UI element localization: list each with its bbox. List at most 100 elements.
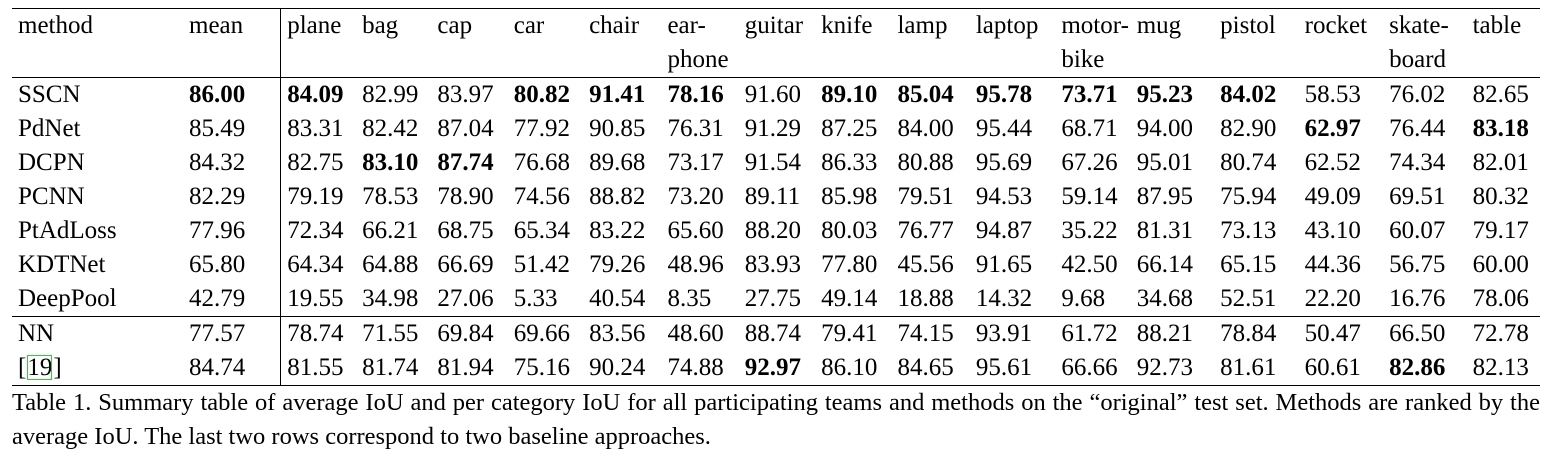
value-cell-skateboard: 56.75	[1389, 251, 1446, 278]
value-cell-mug: 34.68	[1136, 285, 1193, 312]
value-cell-rocket: 49.09	[1304, 183, 1361, 210]
value-cell-table: 78.06	[1472, 285, 1529, 312]
column-header-cap: cap	[431, 9, 507, 78]
column-header-mean: mean	[183, 8, 282, 78]
teams-group: SSCN 86.00 84.09 82.99 83.97 80.82 91.41 78.16 9…	[12, 77, 1540, 317]
column-header-line: rocket	[1304, 12, 1368, 39]
baselines-group: NN 77.57 78.74 71.55 69.84 69.66 83.56 48.60 88.…	[12, 316, 1540, 386]
column-header-earphone: ear-phone	[661, 9, 738, 78]
value-cell-bag: 66.21	[362, 217, 419, 244]
value-cell-guitar: 91.60	[744, 81, 802, 108]
value-cell-plane: 19.55	[287, 285, 344, 312]
value-cell-earphone: 73.20	[667, 183, 724, 210]
value-cell-car: 51.42	[513, 251, 570, 278]
method-cell: KDTNet	[18, 251, 106, 278]
value-cell-pistol: 80.74	[1220, 149, 1277, 176]
value-cell-motorbike: 42.50	[1061, 251, 1118, 278]
value-cell-knife: 86.10	[821, 354, 878, 381]
column-header-method: method	[12, 9, 183, 78]
value-cell-earphone: 48.96	[667, 251, 724, 278]
value-cell-plane: 72.34	[287, 217, 344, 244]
value-cell-laptop: 91.65	[975, 251, 1033, 278]
value-cell-knife: 49.14	[821, 285, 878, 312]
value-cell-plane: 78.74	[287, 320, 344, 347]
column-header-skateboard: skate-board	[1383, 9, 1466, 78]
value-cell-car: 76.68	[513, 149, 570, 176]
value-cell-motorbike: 35.22	[1061, 217, 1118, 244]
value-cell-mean: 86.00	[183, 77, 282, 112]
value-cell-skateboard: 60.07	[1389, 217, 1446, 244]
value-cell-cap: 87.74	[437, 149, 494, 176]
value-cell-mug: 94.00	[1136, 115, 1193, 142]
value-cell-earphone: 74.88	[667, 354, 724, 381]
value-cell-skateboard: 16.76	[1389, 285, 1446, 312]
value-cell-mean: 77.57	[183, 316, 282, 351]
value-cell-chair: 83.56	[589, 320, 646, 347]
value-cell-mean: 77.96	[183, 214, 282, 248]
method-cell: SSCN	[18, 81, 81, 108]
table-row: NN 77.57 78.74 71.55 69.84 69.66 83.56 48.60 88.…	[12, 316, 1540, 351]
value-cell-bag: 81.74	[362, 354, 419, 381]
value-cell-lamp: 74.15	[897, 320, 954, 347]
value-cell-mug: 66.14	[1136, 251, 1193, 278]
results-table-container: method mean plane bag cap car chair ear-phone gu…	[12, 8, 1540, 386]
value-cell-chair: 91.41	[589, 81, 646, 108]
value-cell-motorbike: 59.14	[1061, 183, 1118, 210]
value-cell-mug: 87.95	[1136, 183, 1193, 210]
table-row: PCNN 82.29 79.19 78.53 78.90 74.56 88.82 73.20 8…	[12, 180, 1540, 214]
value-cell-rocket: 62.52	[1304, 149, 1361, 176]
column-header-line: plane	[287, 12, 342, 39]
value-cell-skateboard: 82.86	[1389, 354, 1446, 381]
value-cell-skateboard: 76.44	[1389, 115, 1446, 142]
value-cell-plane: 82.75	[287, 149, 344, 176]
value-cell-knife: 77.80	[821, 251, 878, 278]
value-cell-table: 79.17	[1472, 217, 1529, 244]
citation-link[interactable]: 19	[27, 354, 53, 381]
column-header-rocket: rocket	[1299, 9, 1383, 78]
value-cell-table: 83.18	[1472, 115, 1529, 142]
value-cell-bag: 83.10	[362, 149, 419, 176]
value-cell-guitar: 91.29	[744, 115, 802, 142]
table-row: PdNet 85.49 83.31 82.42 87.04 77.92 90.85 76.31…	[12, 112, 1540, 146]
value-cell-rocket: 58.53	[1304, 81, 1361, 108]
column-header-knife: knife	[815, 9, 891, 78]
value-cell-earphone: 65.60	[667, 217, 724, 244]
column-header-line: skate-	[1389, 12, 1449, 39]
value-cell-car: 80.82	[513, 81, 570, 108]
value-cell-guitar: 91.54	[744, 149, 802, 176]
value-cell-laptop: 94.53	[975, 183, 1033, 210]
value-cell-skateboard: 69.51	[1389, 183, 1446, 210]
value-cell-skateboard: 74.34	[1389, 149, 1446, 176]
value-cell-earphone: 8.35	[667, 285, 712, 312]
value-cell-laptop: 95.69	[975, 149, 1033, 176]
value-cell-chair: 40.54	[589, 285, 646, 312]
results-table: method mean plane bag cap car chair ear-phone gu…	[12, 8, 1540, 386]
value-cell-rocket: 43.10	[1304, 217, 1361, 244]
value-cell-bag: 34.98	[362, 285, 419, 312]
value-cell-laptop: 95.44	[975, 115, 1033, 142]
column-header-guitar: guitar	[739, 9, 815, 78]
column-header-laptop: laptop	[970, 9, 1056, 78]
value-cell-laptop: 94.87	[975, 217, 1033, 244]
value-cell-knife: 89.10	[821, 81, 878, 108]
value-cell-motorbike: 67.26	[1061, 149, 1118, 176]
column-header-line: phone	[667, 46, 729, 73]
value-cell-cap: 27.06	[437, 285, 494, 312]
column-header-line: lamp	[897, 12, 948, 39]
value-cell-chair: 90.24	[589, 354, 646, 381]
value-cell-pistol: 81.61	[1220, 354, 1277, 381]
value-cell-cap: 69.84	[437, 320, 494, 347]
value-cell-laptop: 93.91	[975, 320, 1033, 347]
value-cell-mean: 85.49	[183, 112, 282, 146]
value-cell-motorbike: 66.66	[1061, 354, 1118, 381]
value-cell-table: 80.32	[1472, 183, 1529, 210]
column-header-plane: plane	[281, 9, 356, 78]
value-cell-lamp: 79.51	[897, 183, 954, 210]
column-header-line: ear-	[667, 12, 706, 39]
column-header-line: table	[1472, 12, 1522, 39]
value-cell-cap: 83.97	[437, 81, 494, 108]
value-cell-chair: 83.22	[589, 217, 646, 244]
value-cell-skateboard: 66.50	[1389, 320, 1446, 347]
value-cell-plane: 83.31	[287, 115, 344, 142]
value-cell-cap: 68.75	[437, 217, 494, 244]
